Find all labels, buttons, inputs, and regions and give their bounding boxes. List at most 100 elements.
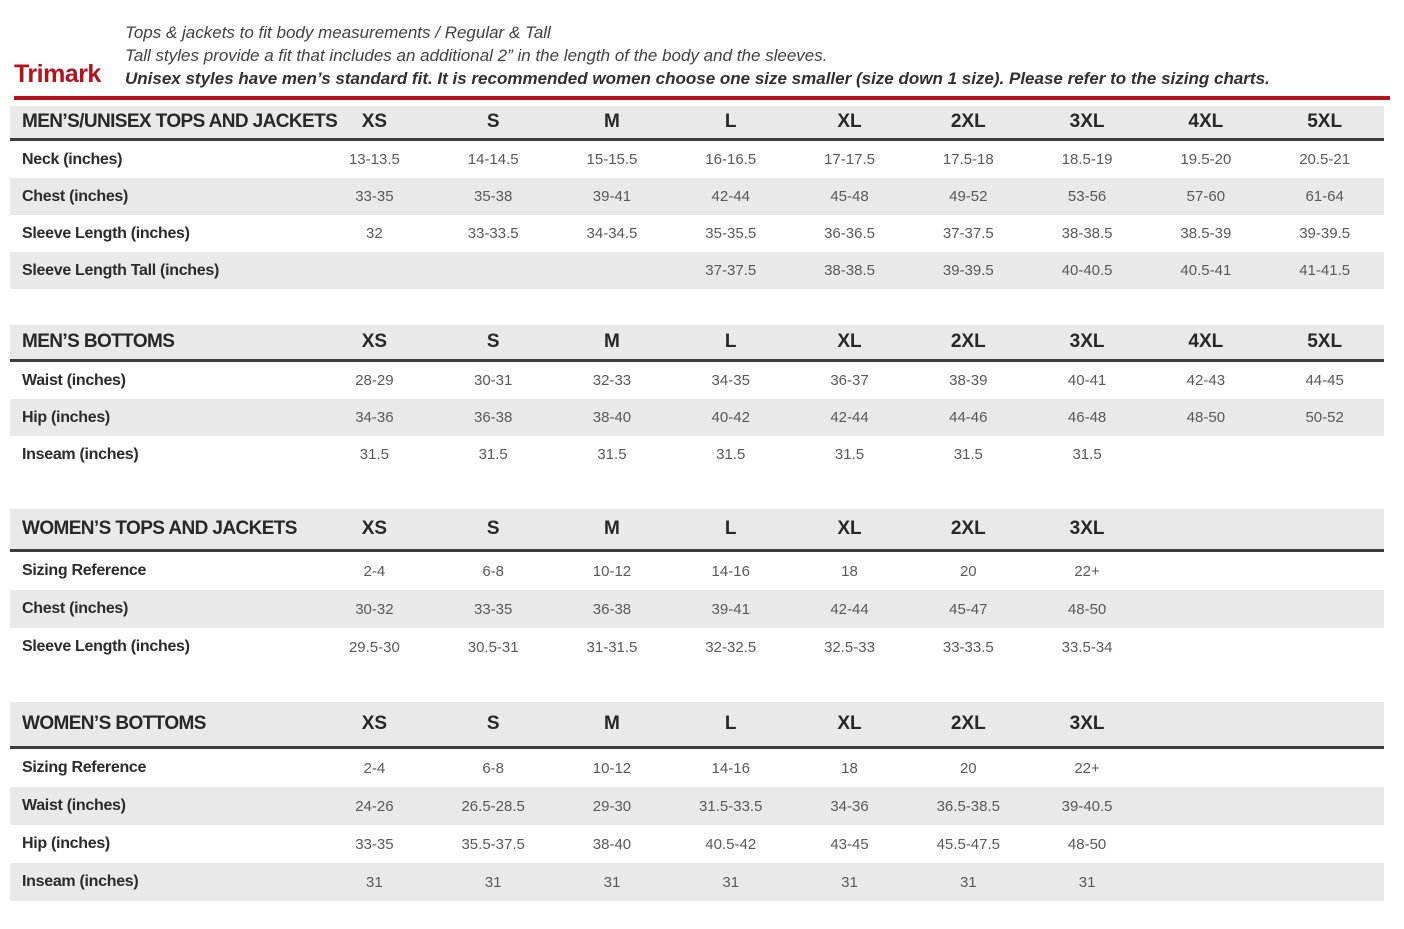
intro-lines: Tops & jackets to fit body measurements …: [125, 21, 1384, 90]
cell-value: 61-64: [1305, 188, 1344, 205]
cell-value: 32: [366, 225, 383, 242]
cell-value: 38-39: [949, 372, 988, 389]
cell-value: 49-52: [949, 188, 988, 205]
table-header-row: MEN’S/UNISEX TOPS AND JACKETS XS S M L XL 2XL 3…: [10, 106, 1384, 141]
size-table: MEN’S BOTTOMS XS S M L XL 2XL 3XL 4XL 5XL Waist (i…: [10, 325, 1384, 473]
table-header-row: WOMEN’S TOPS AND JACKETS XS S M L XL 2XL 3XL: [10, 509, 1384, 552]
cell-value: 2-4: [363, 759, 386, 777]
cell-value: 38-38.5: [824, 262, 875, 279]
size-column-header: XS: [361, 331, 388, 352]
table-title: MEN’S BOTTOMS: [22, 331, 175, 352]
cell-value: 29-30: [592, 797, 632, 815]
row-label: Sleeve Length (inches): [22, 224, 190, 242]
table-header-row: WOMEN’S BOTTOMS XS S M L XL 2XL 3XL: [10, 702, 1384, 749]
cell-value: 48-50: [1067, 835, 1107, 853]
cell-value: 18: [841, 759, 858, 777]
size-column-header: 5XL: [1307, 331, 1343, 352]
cell-value: 18: [841, 562, 858, 580]
cell-value: 14-14.5: [467, 151, 519, 168]
cell-value: 32-33: [592, 372, 632, 389]
cell-value: 41-41.5: [1299, 262, 1351, 279]
size-column-header: XS: [361, 518, 388, 539]
row-label: Hip (inches): [22, 835, 110, 852]
row-label: Sizing Reference: [22, 759, 147, 776]
cell-value: 42-44: [830, 600, 869, 618]
size-column-header: 2XL: [950, 331, 986, 352]
intro-block: Trimark Tops & jackets to fit body measu…: [0, 0, 1404, 90]
size-column-header: 3XL: [1069, 518, 1105, 539]
cell-value: 17-17.5: [824, 151, 875, 168]
cell-value: 31.5: [1072, 446, 1102, 463]
cell-value: 16-16.5: [705, 151, 757, 168]
intro-line-fit: Tops & jackets to fit body measurements …: [125, 23, 551, 42]
cell-value: 30.5-31: [467, 638, 519, 656]
size-table: WOMEN’S TOPS AND JACKETS XS S M L XL 2XL 3XL Siz…: [10, 509, 1384, 666]
cell-value: 36-36.5: [824, 225, 875, 242]
cell-value: 31: [484, 873, 502, 891]
cell-value: 36-38: [473, 409, 513, 426]
size-column-header: 4XL: [1188, 331, 1224, 352]
table-header-row: MEN’S BOTTOMS XS S M L XL 2XL 3XL 4XL 5XL: [10, 325, 1384, 362]
row-label: Chest (inches): [22, 600, 129, 617]
cell-value: 6-8: [482, 562, 505, 580]
cell-value: 50-52: [1305, 409, 1344, 426]
table-row: Sleeve Length Tall (inches) 37-37.5 38-38.…: [10, 252, 1384, 289]
cell-value: 31.5: [597, 446, 627, 463]
cell-value: 34-36: [355, 409, 394, 426]
cell-value: 31: [841, 873, 858, 891]
cell-value: 42-44: [711, 188, 750, 205]
cell-value: 36-38: [592, 600, 632, 618]
cell-value: 34-35: [711, 372, 750, 389]
cell-value: 35.5-37.5: [461, 835, 525, 853]
row-label: Inseam (inches): [22, 873, 139, 890]
cell-value: 48-50: [1186, 409, 1226, 426]
table-title: WOMEN’S TOPS AND JACKETS: [22, 518, 297, 539]
cell-value: 13-13.5: [348, 151, 400, 168]
table-row: Waist (inches) 28-29 30-31 32-33 34-35 36-37 3…: [10, 362, 1384, 399]
red-divider: [14, 96, 1390, 100]
cell-value: 39-39.5: [1299, 225, 1351, 242]
cell-value: 29.5-30: [348, 638, 400, 656]
cell-value: 37-37.5: [705, 262, 757, 279]
size-column-header: 2XL: [950, 713, 986, 734]
cell-value: 28-29: [355, 372, 394, 389]
cell-value: 30-31: [473, 372, 513, 389]
cell-value: 38-38.5: [1061, 225, 1113, 242]
cell-value: 22+: [1074, 759, 1100, 777]
cell-value: 17.5-18: [942, 151, 994, 168]
size-column-header: XS: [361, 111, 388, 132]
cell-value: 42-43: [1186, 372, 1226, 389]
cell-value: 22+: [1074, 562, 1100, 580]
intro-line-unisex: Unisex styles have men’s standard fit. I…: [125, 69, 1270, 88]
cell-value: 43-45: [830, 835, 869, 853]
cell-value: 20: [959, 759, 977, 777]
cell-value: 45.5-47.5: [936, 835, 1000, 853]
size-column-header: M: [604, 331, 620, 352]
table-row: Waist (inches) 24-26 26.5-28.5 29-30 31.5-33…: [10, 787, 1384, 825]
cell-value: 31: [366, 873, 383, 891]
row-label: Sizing Reference: [22, 562, 147, 579]
table-title: MEN’S/UNISEX TOPS AND JACKETS: [22, 111, 338, 132]
cell-value: 2-4: [363, 562, 386, 580]
cell-value: 34-36: [830, 797, 869, 815]
cell-value: 44-45: [1305, 372, 1344, 389]
cell-value: 15-15.5: [586, 151, 638, 168]
size-column-header: L: [724, 111, 737, 132]
cell-value: 26.5-28.5: [461, 797, 525, 815]
row-label: Hip (inches): [22, 408, 110, 426]
cell-value: 45-48: [830, 188, 869, 205]
cell-value: 35-35.5: [705, 225, 757, 242]
cell-value: 36-37: [830, 372, 869, 389]
cell-value: 45-47: [949, 600, 988, 618]
cell-value: 33-33.5: [942, 638, 994, 656]
cell-value: 31.5: [834, 446, 865, 463]
cell-value: 40.5-41: [1180, 262, 1232, 279]
size-column-header: XL: [837, 713, 862, 734]
row-label: Inseam (inches): [22, 445, 139, 463]
cell-value: 35-38: [473, 188, 513, 205]
cell-value: 46-48: [1067, 409, 1107, 426]
row-label: Chest (inches): [22, 187, 129, 205]
table-row: Chest (inches) 30-32 33-35 36-38 39-41 42-44 4…: [10, 590, 1384, 628]
table-row: Inseam (inches) 31.5 31.5 31.5 31.5 31.5 31.5 3…: [10, 436, 1384, 473]
table-row: Sleeve Length (inches) 32 33-33.5 34-34.5 35…: [10, 215, 1384, 252]
